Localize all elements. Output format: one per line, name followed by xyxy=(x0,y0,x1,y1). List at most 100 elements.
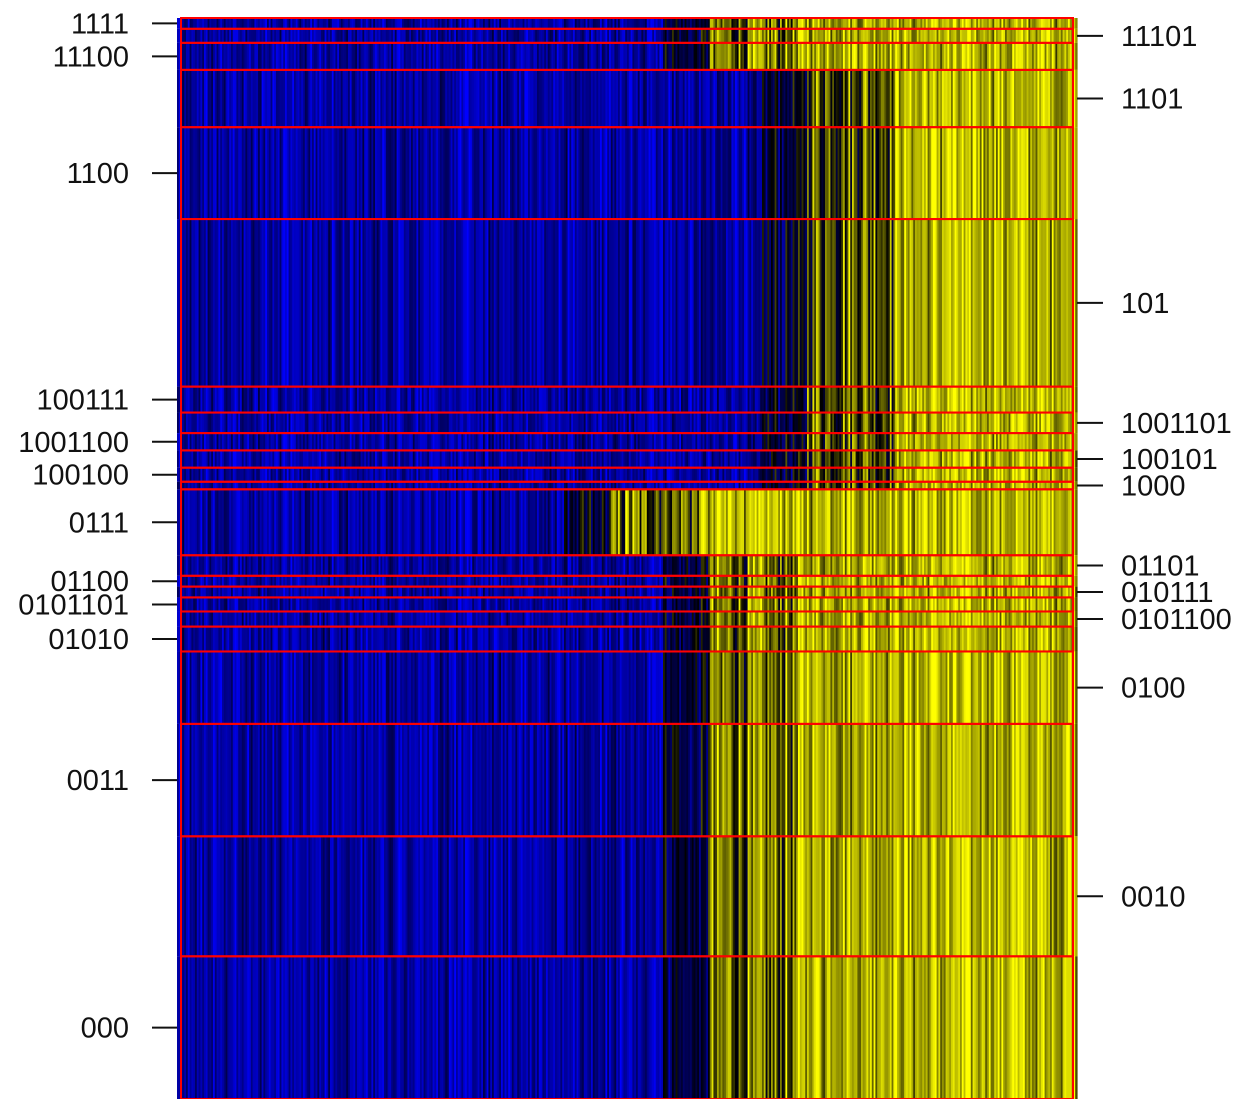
heatmap-cell xyxy=(1023,127,1026,220)
heatmap-cell xyxy=(357,219,360,387)
heatmap-cell xyxy=(546,69,549,128)
heatmap-cell xyxy=(951,42,954,70)
heatmap-cell xyxy=(533,219,536,387)
heatmap-cell xyxy=(373,386,376,413)
heatmap-cell xyxy=(409,127,412,220)
heatmap-cell xyxy=(805,18,808,29)
heatmap-cell xyxy=(434,127,437,220)
heatmap-cell xyxy=(978,28,981,43)
heatmap-cell xyxy=(691,42,695,70)
heatmap-cell xyxy=(218,42,221,70)
heatmap-cell xyxy=(313,386,317,413)
heatmap-cell xyxy=(700,219,704,387)
heatmap-cell xyxy=(510,28,513,43)
heatmap-cell xyxy=(967,28,970,43)
heatmap-cell xyxy=(236,18,239,29)
heatmap-cell xyxy=(270,386,273,413)
heatmap-cell xyxy=(988,127,992,220)
heatmap-cell xyxy=(798,18,801,29)
heatmap-cell xyxy=(189,18,192,29)
heatmap-cell xyxy=(403,127,407,220)
heatmap-cell xyxy=(276,28,279,43)
heatmap-cell xyxy=(1023,219,1026,387)
heatmap-cell xyxy=(868,69,871,128)
heatmap-cell xyxy=(911,28,914,43)
heatmap-cell xyxy=(250,42,254,70)
heatmap-cell xyxy=(391,28,394,43)
heatmap-cell xyxy=(610,42,614,70)
heatmap-cell xyxy=(558,42,561,70)
heatmap-cell xyxy=(835,28,839,43)
heatmap-cell xyxy=(214,127,218,220)
heatmap-cell xyxy=(713,42,716,70)
heatmap-cell xyxy=(322,127,326,220)
heatmap-cell xyxy=(801,42,804,70)
heatmap-cell xyxy=(466,42,470,70)
heatmap-cell xyxy=(533,42,536,70)
heatmap-cell xyxy=(222,219,225,387)
heatmap-cell xyxy=(762,127,765,220)
heatmap-cell xyxy=(1057,127,1060,220)
heatmap-cell xyxy=(216,18,219,29)
heatmap-cell xyxy=(886,42,889,70)
heatmap-cell xyxy=(583,219,587,387)
heatmap-cell xyxy=(283,386,286,413)
heatmap-cell xyxy=(726,69,729,128)
heatmap-cell xyxy=(265,219,268,387)
heatmap-cell xyxy=(819,69,822,128)
heatmap-cell xyxy=(240,18,243,29)
heatmap-cell xyxy=(983,127,986,220)
heatmap-cell xyxy=(380,42,383,70)
heatmap-cell xyxy=(358,18,362,29)
heatmap-cell xyxy=(873,127,876,220)
heatmap-cell xyxy=(893,18,896,29)
heatmap-cell xyxy=(411,18,414,29)
heatmap-cell xyxy=(654,42,657,70)
heatmap-cell xyxy=(1032,28,1035,43)
heatmap-cell xyxy=(963,69,966,128)
heatmap-cell xyxy=(436,18,439,29)
heatmap-cell xyxy=(225,28,228,43)
heatmap-cell xyxy=(823,69,826,128)
heatmap-cell xyxy=(492,219,495,387)
heatmap-cell xyxy=(774,69,777,128)
heatmap-cell xyxy=(342,219,345,387)
heatmap-cell xyxy=(664,42,668,70)
heatmap-cell xyxy=(672,28,675,43)
heatmap-cell xyxy=(232,42,236,70)
heatmap-cell xyxy=(695,219,698,387)
heatmap-cell xyxy=(965,28,968,43)
heatmap-cell xyxy=(459,69,462,128)
heatmap-cell xyxy=(186,28,189,43)
heatmap-cell xyxy=(898,69,902,128)
heatmap-cell xyxy=(639,69,642,128)
heatmap-cell xyxy=(970,219,974,387)
heatmap-cell xyxy=(1055,69,1058,128)
heatmap-cell xyxy=(756,127,759,220)
heatmap-cell xyxy=(202,386,205,413)
heatmap-cell xyxy=(889,127,893,220)
heatmap-cell xyxy=(929,127,932,220)
heatmap-cell xyxy=(409,219,412,387)
heatmap-cell xyxy=(675,219,678,387)
heatmap-cell xyxy=(274,127,277,220)
heatmap-cell xyxy=(643,69,646,128)
heatmap-cell xyxy=(510,219,513,387)
heatmap-cell xyxy=(344,127,347,220)
heatmap-cell xyxy=(218,69,221,128)
heatmap-cell xyxy=(335,28,338,43)
heatmap-cell xyxy=(331,127,335,220)
heatmap-cell xyxy=(524,219,527,387)
heatmap-cell xyxy=(222,28,225,43)
heatmap-cell xyxy=(576,28,579,43)
heatmap-cell xyxy=(384,18,387,29)
heatmap-cell xyxy=(891,42,894,70)
heatmap-cell xyxy=(990,42,993,70)
heatmap-cell xyxy=(916,18,920,29)
heatmap-cell xyxy=(182,42,185,70)
heatmap-cell xyxy=(781,219,785,387)
heatmap-cell xyxy=(936,219,939,387)
heatmap-cell xyxy=(781,127,785,220)
heatmap-cell xyxy=(720,69,723,128)
heatmap-cell xyxy=(666,28,669,43)
